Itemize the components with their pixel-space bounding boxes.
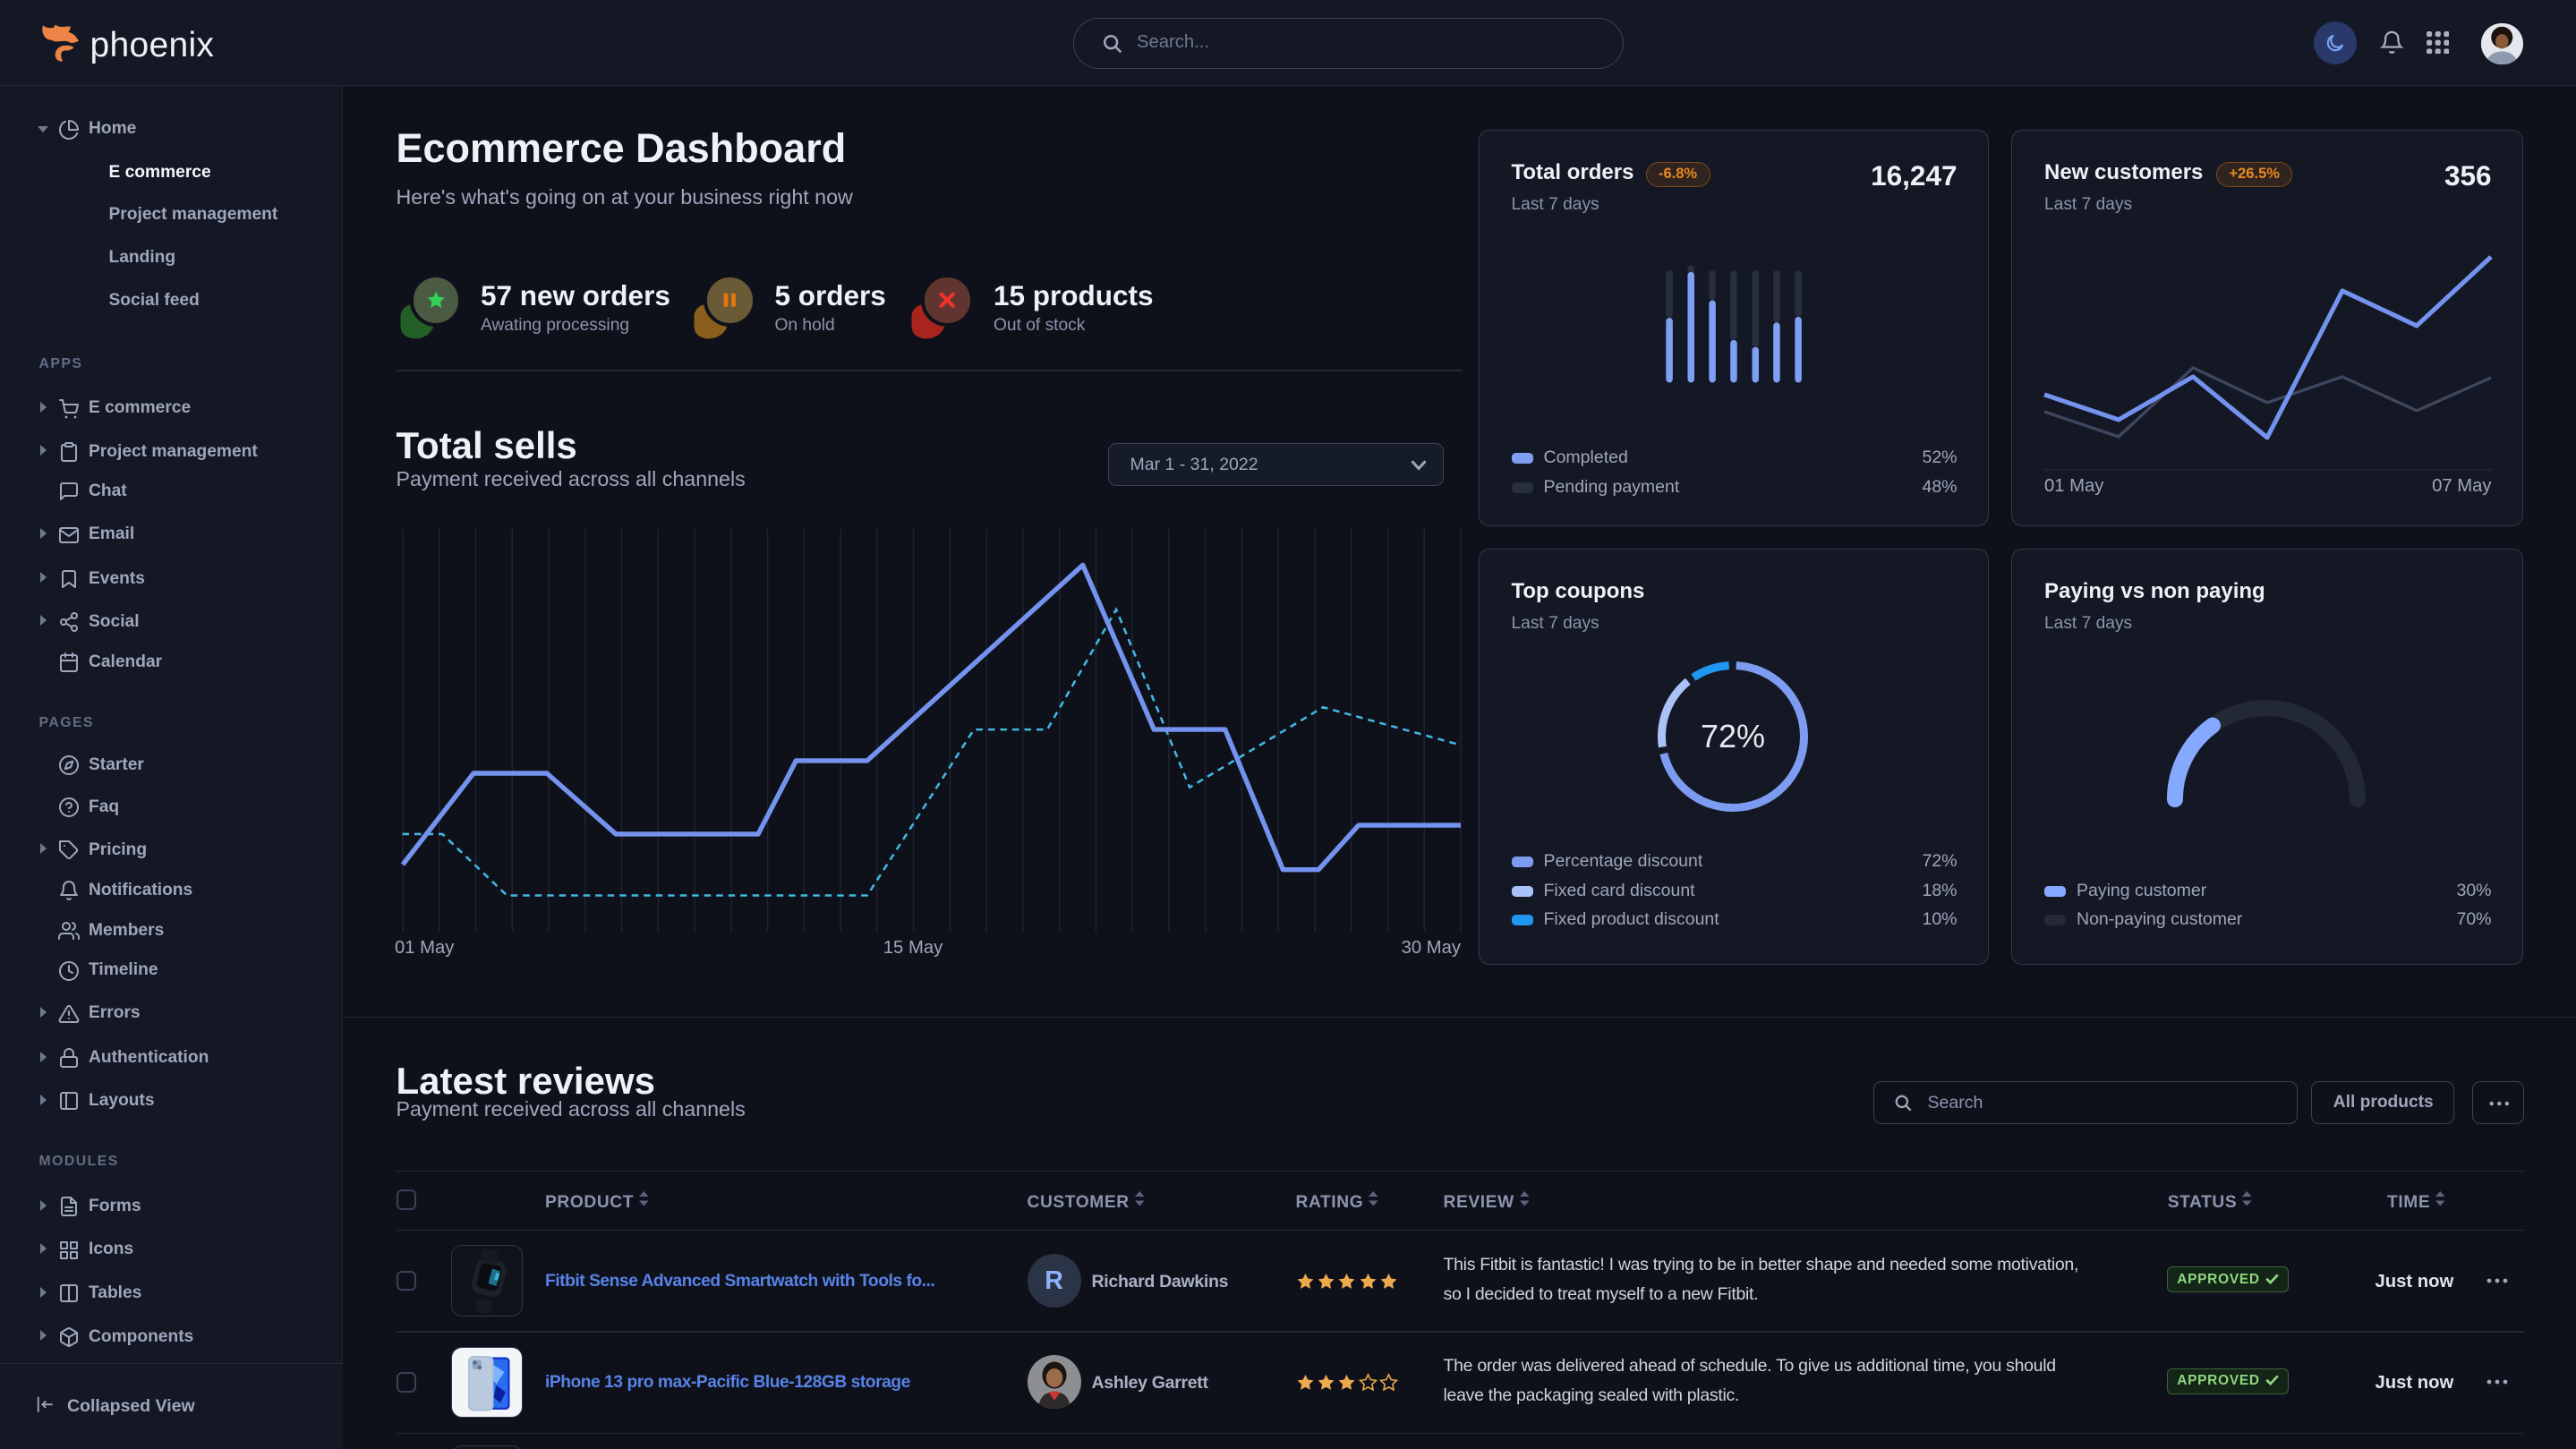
svg-text:15 May: 15 May bbox=[883, 938, 943, 958]
svg-text:01 May: 01 May bbox=[395, 938, 455, 958]
svg-text:72%: 72% bbox=[1701, 718, 1765, 754]
svg-text:30 May: 30 May bbox=[1402, 938, 1462, 958]
